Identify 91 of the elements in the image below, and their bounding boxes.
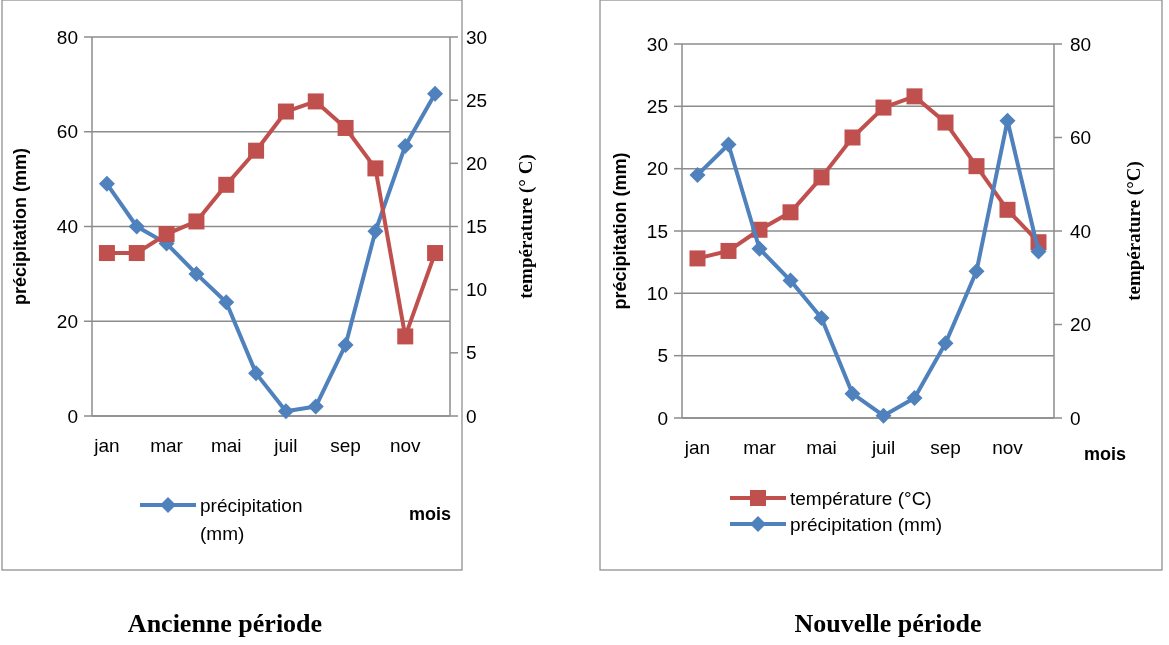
point <box>751 240 768 257</box>
legend-label: précipitation (mm) <box>200 494 303 544</box>
point <box>248 142 265 159</box>
y-axis-title: précipitation (mm) <box>610 152 630 310</box>
point <box>782 204 799 221</box>
y-tick-label: 0 <box>67 405 78 427</box>
point <box>158 226 175 243</box>
x-tick-label: sep <box>330 435 361 456</box>
x-tick-label: nov <box>992 437 1024 458</box>
point <box>937 335 954 352</box>
point <box>689 166 706 183</box>
point <box>689 250 706 267</box>
point <box>968 263 985 280</box>
x-tick-label: juil <box>273 435 298 456</box>
x-axis-title: mois <box>1083 444 1127 464</box>
point <box>367 160 384 177</box>
point <box>98 245 115 262</box>
x-axis-title: mois <box>408 504 452 524</box>
legend-label: température (°C) <box>790 487 932 509</box>
x-tick-label: mai <box>806 437 837 458</box>
y-axis-title: précipitation (mm) <box>10 147 30 306</box>
y2-tick-label: 60 <box>1070 127 1092 149</box>
y2-tick-label: 10 <box>466 279 488 301</box>
y2-tick-label: 5 <box>466 342 477 364</box>
point <box>337 119 354 136</box>
legend-label: précipitation (mm) <box>790 513 943 535</box>
y2-tick-label: 25 <box>466 89 488 111</box>
point <box>999 201 1016 218</box>
y2-tick-label: 0 <box>466 405 477 427</box>
point <box>844 385 861 402</box>
point <box>188 213 205 230</box>
x-tick-label: sep <box>930 437 961 458</box>
text: Nouvelle période <box>794 609 982 638</box>
point <box>248 365 265 382</box>
x-tick-label: jan <box>93 435 120 456</box>
y2-tick-label: 15 <box>466 216 488 238</box>
y2-tick-label: 20 <box>1070 314 1092 336</box>
point <box>367 223 384 240</box>
point <box>1030 243 1047 260</box>
y-tick-label: 40 <box>56 216 78 238</box>
point <box>813 309 830 326</box>
point <box>218 176 235 193</box>
point <box>720 242 737 259</box>
point <box>875 99 892 116</box>
point <box>277 403 294 420</box>
x-tick-label: juil <box>870 437 896 458</box>
point <box>307 398 324 415</box>
text: Ancienne période <box>127 609 323 638</box>
y-tick-label: 10 <box>646 282 668 304</box>
y2-tick-label: 30 <box>466 26 488 48</box>
point <box>720 136 737 153</box>
y-tick-label: 5 <box>657 345 668 367</box>
y2-tick-label: 80 <box>1070 33 1092 55</box>
x-tick-label: mar <box>743 437 777 458</box>
y-tick-label: 15 <box>646 220 668 242</box>
y2-tick-label: 0 <box>1070 407 1081 429</box>
point <box>968 158 985 175</box>
y2-axis-title: température (°C) <box>1123 161 1145 301</box>
point <box>844 129 861 146</box>
point <box>188 265 205 282</box>
point <box>782 272 799 289</box>
x-tick-label: mai <box>210 435 242 456</box>
y-tick-label: 0 <box>657 407 668 429</box>
y-tick-label: 80 <box>56 26 78 48</box>
y-tick-label: 60 <box>56 121 78 143</box>
point <box>397 328 414 345</box>
y-tick-label: 20 <box>646 158 668 180</box>
y2-axis-title: température (° C) <box>515 154 537 299</box>
point <box>307 93 324 110</box>
y2-tick-label: 40 <box>1070 220 1092 242</box>
point <box>427 245 444 262</box>
x-tick-label: nov <box>389 435 422 456</box>
point <box>427 85 444 102</box>
y-tick-label: 30 <box>646 33 668 55</box>
point <box>906 88 923 105</box>
point <box>337 336 354 353</box>
point <box>218 294 235 311</box>
y2-tick-label: 20 <box>466 152 488 174</box>
point <box>937 114 954 131</box>
x-tick-label: mar <box>150 435 184 456</box>
point <box>906 389 923 406</box>
point <box>875 407 892 424</box>
point <box>277 103 294 120</box>
point <box>128 245 145 262</box>
point <box>98 175 115 192</box>
point <box>128 218 145 235</box>
y-tick-label: 20 <box>56 310 78 332</box>
point <box>813 169 830 186</box>
y-tick-label: 25 <box>646 95 668 117</box>
point <box>397 137 414 154</box>
x-tick-label: jan <box>683 437 711 458</box>
